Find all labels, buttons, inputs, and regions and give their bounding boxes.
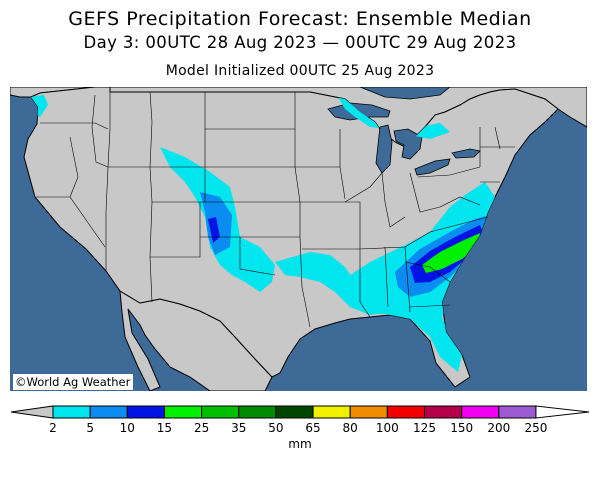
colorbar-tick-label: 150 [450, 421, 474, 435]
precipitation-map [10, 87, 587, 391]
state-boundaries [35, 91, 515, 328]
colorbar-tick-label: 15 [156, 421, 173, 435]
colorbar-bin-35-50 [238, 405, 277, 419]
lake-huron [393, 128, 423, 160]
colorbar-bin-2-5 [52, 405, 91, 419]
colorbar-bin-80-100 [349, 405, 388, 419]
colorbar-below-range [10, 405, 54, 419]
colorbar-unit: mm [288, 437, 312, 451]
great-lakes [327, 87, 481, 176]
lake-michigan [375, 124, 393, 174]
lake-erie [414, 158, 451, 176]
precip-rockies-core [208, 217, 220, 243]
lake-ontario [451, 148, 481, 159]
colorbar-bin-50-65 [275, 405, 314, 419]
colorbar-bin-125-150 [424, 405, 463, 419]
colorbar-tick-label: 65 [305, 421, 321, 435]
colorbar-tick-label: 250 [524, 421, 548, 435]
colorbar-tick-label: 35 [231, 421, 247, 435]
colorbar-tick-label: 25 [193, 421, 210, 435]
hudson-bay [359, 87, 451, 100]
colorbar-bin-65-80 [312, 405, 351, 419]
colorbar-tick-label: 50 [268, 421, 284, 435]
colorbar-bin-150-200 [461, 405, 500, 419]
colorbar-tick-label: 100 [375, 421, 399, 435]
colorbar-bin-15-25 [163, 405, 203, 419]
colorbar-tick-label: 10 [119, 421, 135, 435]
map-title: GEFS Precipitation Forecast: Ensemble Me… [68, 8, 532, 30]
precip-carolinas-max [422, 233, 480, 273]
colorbar-bin-10-15 [126, 405, 165, 419]
colorbar-bin-5-10 [89, 405, 128, 419]
colorbar-tick-label: 80 [342, 421, 358, 435]
colorbar-above-range [535, 405, 590, 419]
colorbar-bin-200-250 [498, 405, 537, 419]
colorbar-tick-label: 2 [49, 421, 57, 435]
colorbar-bin-100-125 [386, 405, 426, 419]
colorbar-tick-label: 5 [86, 421, 94, 435]
precipitation-colorbar [10, 405, 590, 419]
colorbar-tick-label: 125 [413, 421, 436, 435]
map-credit: ©World Ag Weather [13, 374, 134, 390]
model-initialized: Model Initialized 00UTC 25 Aug 2023 [165, 63, 435, 79]
valid-period: Day 3: 00UTC 28 Aug 2023 — 00UTC 29 Aug … [83, 33, 517, 52]
colorbar-tick-label: 200 [487, 421, 511, 435]
colorbar-bin-25-35 [201, 405, 240, 419]
